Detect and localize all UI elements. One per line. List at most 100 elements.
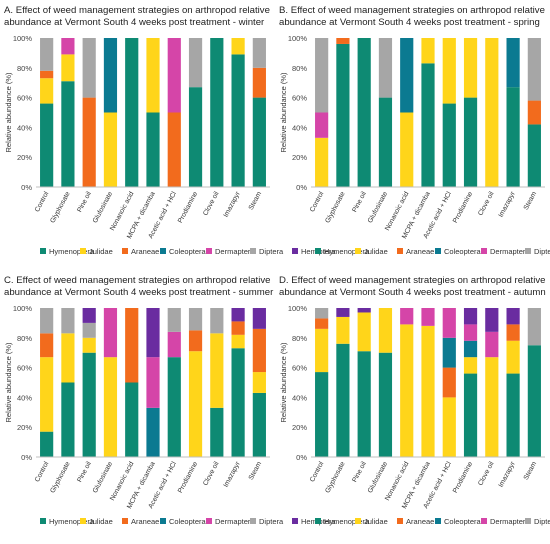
legend-item-dermaptera: Dermaptera xyxy=(206,517,255,526)
bar-segment-julidae xyxy=(252,372,266,393)
bar-segment-dermaptera xyxy=(61,38,75,55)
bar-segment-hemiptera xyxy=(336,308,350,317)
legend-item-diptera: Diptera xyxy=(525,517,550,526)
legend-item-coleoptera: Coleoptera xyxy=(435,517,482,526)
bar-segment-julidae xyxy=(400,324,414,457)
legend-swatch xyxy=(80,248,86,254)
legend-swatch xyxy=(292,248,298,254)
bar-segment-dermaptera xyxy=(442,308,456,338)
bar-segment-araneae xyxy=(336,38,350,44)
legend-swatch xyxy=(250,248,256,254)
x-tick-label: Clove oil xyxy=(202,460,221,487)
bar-segment-diptera xyxy=(40,38,54,71)
legend-label: Coleoptera xyxy=(169,517,207,526)
x-tick-label: Control xyxy=(34,460,51,483)
legend-item-hymenoptera: Hymenoptera xyxy=(40,247,95,256)
legend-swatch xyxy=(525,248,531,254)
x-tick-label: Steam xyxy=(248,190,264,211)
bar-segment-dermaptera xyxy=(146,357,160,408)
legend-swatch xyxy=(206,518,212,524)
bar-segment-hymenoptera xyxy=(125,38,139,187)
bar-segment-dermaptera xyxy=(103,308,118,358)
bar-segment-julidae xyxy=(442,38,456,104)
y-tick-label: 40% xyxy=(17,393,32,402)
bar-segment-diptera xyxy=(252,38,266,68)
legend-item-araneae: Araneae xyxy=(397,247,434,256)
bar-segment-hemiptera xyxy=(485,308,499,332)
bar-segment-araneae xyxy=(231,321,245,335)
legend-item-dermaptera: Dermaptera xyxy=(206,247,255,256)
x-tick-label: Glufosinate xyxy=(367,460,389,494)
legend-swatch xyxy=(397,248,403,254)
legend-label: Coleoptera xyxy=(169,247,207,256)
bar-segment-julidae xyxy=(421,325,435,457)
bar-segment-julidae xyxy=(463,38,478,98)
bar-segment-coleoptera xyxy=(506,38,520,88)
bar-segment-hymenoptera xyxy=(125,382,139,457)
y-axis-label: Relative abundance (%) xyxy=(4,342,13,423)
legend-item-diptera: Diptera xyxy=(525,247,550,256)
bar-segment-julidae xyxy=(442,397,456,457)
bar-segment-hemiptera xyxy=(82,308,96,323)
legend-swatch xyxy=(40,518,46,524)
bar-segment-diptera xyxy=(82,38,96,98)
bar-segment-dermaptera xyxy=(421,308,435,326)
bar-segment-julidae xyxy=(61,333,75,383)
x-tick-label: Steam xyxy=(523,190,539,211)
x-tick-label: Pine oil xyxy=(351,460,368,483)
bar-segment-hymenoptera xyxy=(336,43,350,188)
bar-segment-araneae xyxy=(40,70,54,79)
y-tick-label: 20% xyxy=(17,153,32,162)
legend-item-hymenoptera: Hymenoptera xyxy=(315,247,370,256)
bar-segment-hymenoptera xyxy=(463,97,478,187)
bar-segment-julidae xyxy=(421,38,435,64)
x-tick-label: Glufosinate xyxy=(367,190,389,224)
y-axis-label: Relative abundance (%) xyxy=(279,72,288,153)
bar-segment-julidae xyxy=(188,351,203,457)
legend-label: Hymenoptera xyxy=(324,517,370,526)
x-tick-label: Imazapyr xyxy=(223,460,243,489)
legend-label: Araneae xyxy=(131,517,159,526)
chart-title-line1: C. Effect of weed management strategies … xyxy=(4,275,270,286)
bar-segment-hymenoptera xyxy=(442,103,456,187)
y-tick-label: 100% xyxy=(13,304,33,313)
legend-swatch xyxy=(435,518,441,524)
bar-segment-hymenoptera xyxy=(421,63,435,187)
bar-segment-hemiptera xyxy=(231,308,245,322)
bar-segment-hemiptera xyxy=(146,308,160,358)
bar-segment-araneae xyxy=(252,328,266,373)
y-tick-label: 0% xyxy=(296,183,307,192)
legend-label: Dermaptera xyxy=(215,247,255,256)
bar-segment-dermaptera xyxy=(400,308,414,325)
x-tick-label: Glyphosate xyxy=(49,190,71,224)
bar-segment-dermaptera xyxy=(315,112,329,138)
bar-segment-hymenoptera xyxy=(231,54,245,187)
y-tick-label: 40% xyxy=(292,123,307,132)
legend-swatch xyxy=(206,248,212,254)
x-tick-label: Imazapyr xyxy=(498,190,518,219)
legend-item-diptera: Diptera xyxy=(250,247,284,256)
x-tick-label: Control xyxy=(309,460,326,483)
bar-segment-diptera xyxy=(527,38,541,101)
bar-segment-coleoptera xyxy=(400,38,414,113)
legend-label: Araneae xyxy=(406,517,434,526)
legend-swatch xyxy=(40,248,46,254)
bar-segment-araneae xyxy=(315,318,329,329)
legend-swatch xyxy=(435,248,441,254)
legend-label: Hymenoptera xyxy=(49,247,95,256)
legend-label: Hymenoptera xyxy=(324,247,370,256)
y-tick-label: 40% xyxy=(17,123,32,132)
bar-segment-julidae xyxy=(315,328,329,373)
bar-segment-diptera xyxy=(188,308,203,331)
y-tick-label: 80% xyxy=(292,64,307,73)
x-tick-label: Glufosinate xyxy=(92,460,114,494)
x-tick-label: Pine oil xyxy=(76,190,93,213)
legend-swatch xyxy=(292,518,298,524)
x-tick-label: Glyphosate xyxy=(49,460,71,494)
x-tick-label: Imazapyr xyxy=(223,190,243,219)
bar-segment-hymenoptera xyxy=(167,357,181,457)
y-tick-label: 40% xyxy=(292,393,307,402)
legend-swatch xyxy=(122,518,128,524)
bar-segment-hymenoptera xyxy=(40,103,54,187)
